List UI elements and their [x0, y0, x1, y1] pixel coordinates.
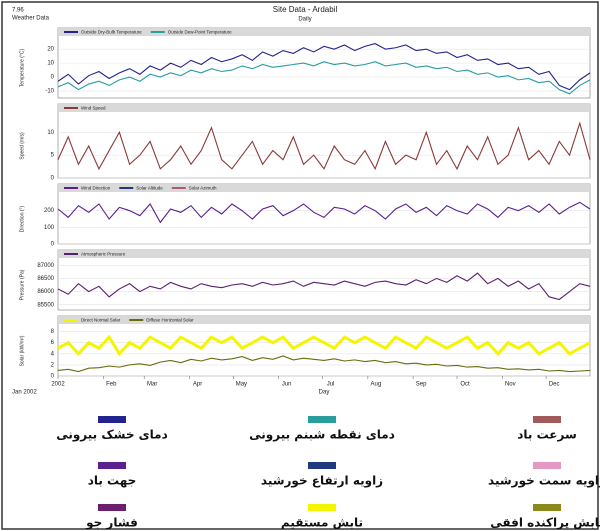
legend-label: Atmospheric Pressure — [81, 252, 126, 257]
legend-label: سرعت باد — [517, 428, 577, 442]
version: 7.96 — [12, 8, 24, 14]
x-tick-label: Feb — [106, 382, 117, 388]
y-tick-label: 10 — [47, 130, 54, 136]
legend-swatch — [533, 504, 561, 511]
legend-label: دمای خشک بیرونی — [56, 428, 168, 443]
legend-swatch — [98, 462, 126, 469]
legend-swatch — [308, 462, 336, 469]
y-axis-label: Direction (°) — [19, 205, 25, 232]
legend-swatch — [98, 504, 126, 511]
legend-label: تابش پراکنده افقی — [490, 516, 600, 530]
legend-label: Wind Direction — [81, 186, 111, 191]
y-axis-label: Pressure (Pa) — [19, 269, 25, 300]
legend-swatch — [308, 416, 336, 423]
x-tick-label: May — [236, 382, 247, 388]
x-start-label: Jan 2002 — [12, 390, 37, 396]
y-tick-label: 86500 — [37, 276, 54, 282]
plot-area — [58, 104, 590, 178]
x-tick-label: Sep — [416, 382, 427, 388]
x-tick-label: Oct — [460, 382, 470, 388]
legend-label: Direct Normal Solar — [81, 318, 121, 323]
legend-label: تابش مستقیم — [281, 516, 363, 530]
y-tick-label: 10 — [47, 61, 54, 67]
title: Site Data - Ardabil — [273, 5, 338, 14]
legend-label: Diffuse Horizontal Solar — [146, 318, 194, 323]
x-tick-label: Dec — [549, 382, 560, 388]
legend-swatch — [98, 416, 126, 423]
x-tick-label: Jul — [327, 382, 335, 388]
y-tick-label: -10 — [45, 89, 54, 95]
legend-strip — [58, 104, 590, 112]
legend-label: فشار جو — [85, 516, 138, 531]
legend-label: Outside Dew-Point Temperature — [168, 30, 232, 35]
x-tick-label: Jun — [282, 382, 292, 388]
legend-label: Solar Azimuth — [189, 186, 217, 191]
y-tick-label: 20 — [47, 47, 54, 53]
y-tick-label: 85500 — [37, 302, 54, 308]
x-tick-label: Nov — [505, 382, 516, 388]
y-axis-label: Solar (kW/m²) — [19, 335, 25, 366]
screenshot: 7.96 Weather Data Site Data - Ardabil Da… — [0, 0, 600, 531]
legend-label: دمای نقطه شبنم بیرونی — [249, 428, 395, 443]
x-tick-label: 2002 — [51, 382, 65, 388]
legend-swatch — [308, 504, 336, 511]
legend-label: Solar Altitude — [136, 186, 163, 191]
y-tick-label: 86000 — [37, 289, 54, 295]
source: Weather Data — [12, 16, 50, 22]
legend-strip — [58, 250, 590, 258]
subtitle: Daily — [298, 17, 311, 23]
legend-swatch — [533, 462, 561, 469]
legend-label: زاویه ارتفاع خورشید — [261, 474, 383, 489]
x-tick-label: Apr — [193, 382, 202, 388]
y-axis-label: Speed (m/s) — [19, 132, 25, 160]
y-tick-label: 87000 — [37, 263, 54, 269]
y-axis-label: Temperature (°C) — [19, 48, 25, 87]
x-axis-label: Day — [319, 390, 330, 396]
y-tick-label: 200 — [44, 208, 55, 214]
legend-swatch — [533, 416, 561, 423]
legend-label: زاویه سمت خورشید — [488, 474, 600, 489]
y-tick-label: 100 — [44, 225, 55, 231]
plot-area — [58, 184, 590, 244]
legend-label: Outside Dry-Bulb Temperature — [81, 30, 142, 35]
legend-label: جهت باد — [88, 474, 137, 488]
x-tick-label: Mar — [147, 382, 157, 388]
plot-area — [58, 250, 590, 310]
x-tick-label: Aug — [371, 382, 382, 388]
legend-label: Wind Speed — [81, 106, 106, 111]
